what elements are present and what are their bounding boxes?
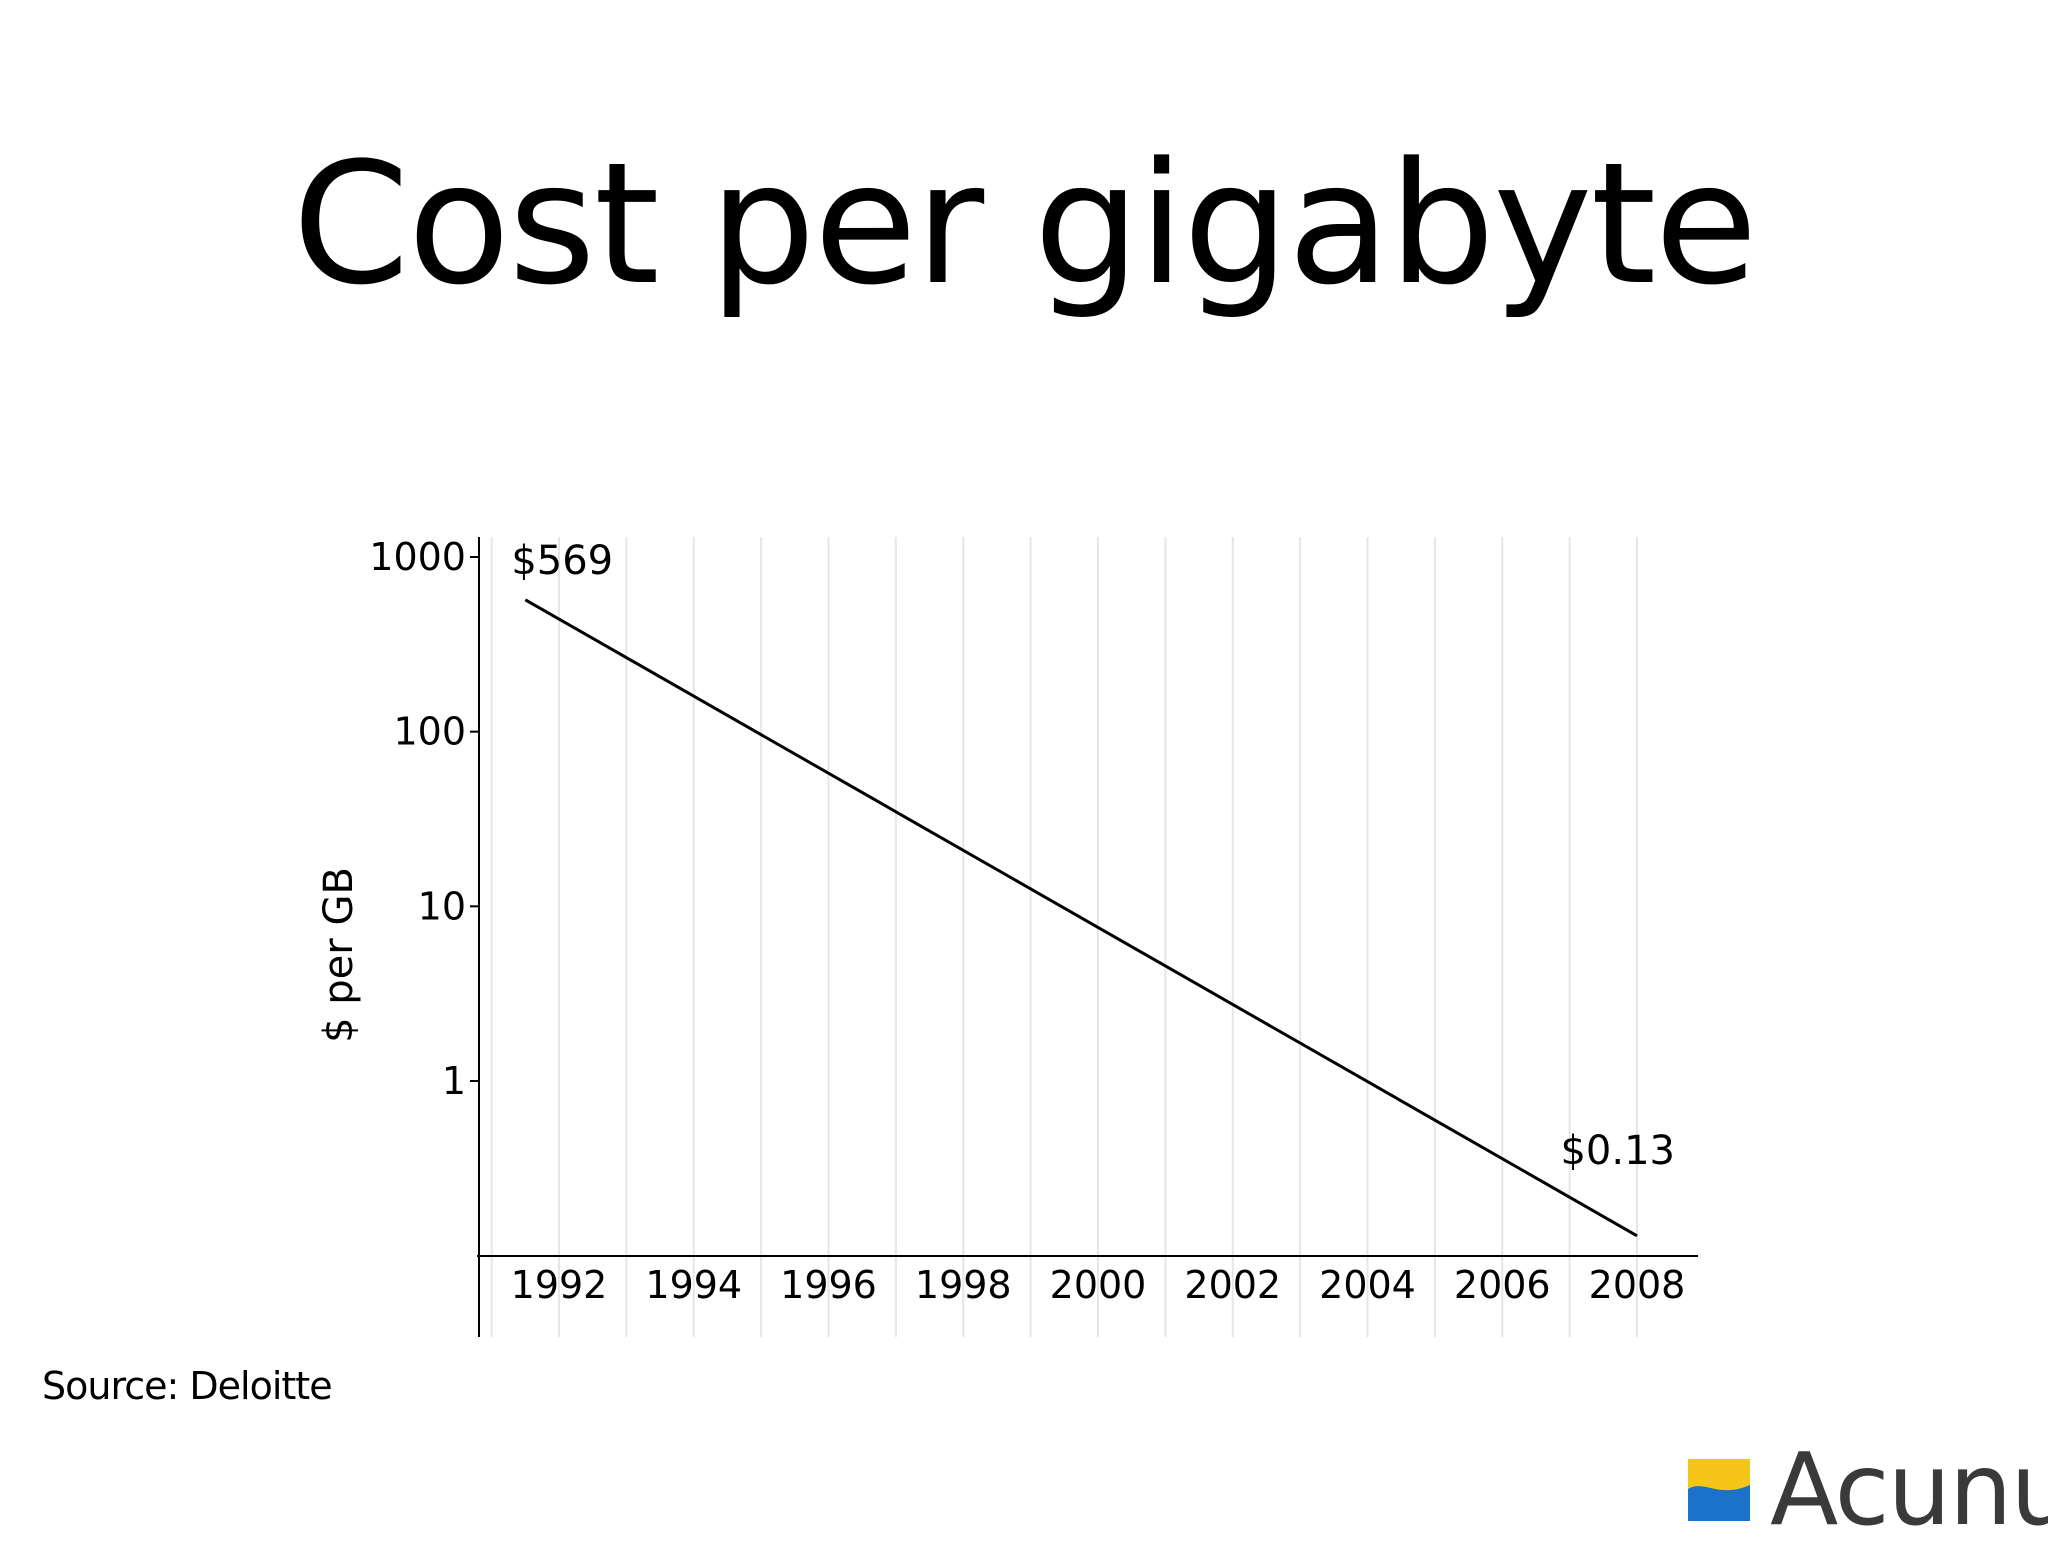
y-axis-title: $ per GB	[316, 867, 362, 1043]
series-layer	[524, 598, 1638, 1238]
acunu-logo: Acunu	[1688, 1440, 2048, 1540]
x-tick-label-2006: 2006	[1454, 1263, 1551, 1307]
slide-title: Cost per gigabyte	[292, 126, 1758, 322]
x-tick-label-2004: 2004	[1319, 1263, 1416, 1307]
x-tick-label-1998: 1998	[915, 1263, 1012, 1307]
series-line-0	[524, 598, 1638, 1238]
x-tick-label-2008: 2008	[1589, 1263, 1686, 1307]
source-note: Source: Deloitte	[42, 1364, 333, 1408]
x-tick-label-1992: 1992	[511, 1263, 608, 1307]
y-axis-ticks: 1 10 100 1000	[369, 535, 479, 1103]
chart-grid	[490, 537, 1638, 1337]
annotation-label-1: $0.13	[1560, 1128, 1675, 1174]
annotation-layer: $569 $0.13	[511, 538, 1675, 1174]
y-tick-label-10: 10	[418, 884, 466, 928]
y-tick-label-100: 100	[393, 710, 466, 754]
x-axis-ticks: 1992 1994 1996 1998 2000 2002 2004 2006 2008	[511, 1263, 1686, 1307]
x-tick-label-1994: 1994	[645, 1263, 742, 1307]
annotation-label-0: $569	[511, 538, 613, 584]
y-tick-label-1000: 1000	[369, 535, 466, 579]
chart-axes	[477, 537, 1698, 1337]
x-tick-label-1996: 1996	[780, 1263, 877, 1307]
logo-mark-icon	[1688, 1459, 1750, 1521]
y-tick-label-1: 1	[442, 1059, 466, 1103]
x-tick-label-2000: 2000	[1050, 1263, 1147, 1307]
x-tick-label-2002: 2002	[1184, 1263, 1281, 1307]
logo-text: Acunu	[1770, 1431, 2048, 1548]
